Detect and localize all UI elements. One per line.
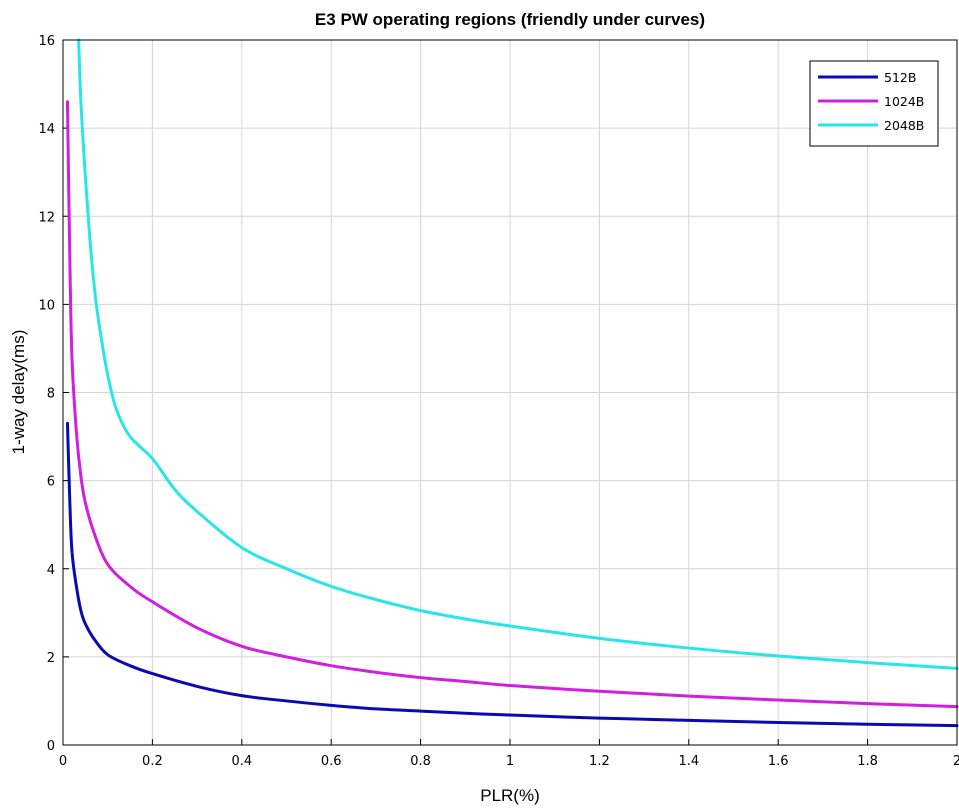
y-tick-label: 12 <box>38 210 55 225</box>
series-lines <box>65 38 959 728</box>
chart-title: E3 PW operating regions (friendly under … <box>315 10 705 29</box>
series-line-2048B <box>77 38 959 670</box>
y-tick-label: 8 <box>47 387 55 402</box>
series-line-512B <box>65 421 959 728</box>
y-tick-label: 2 <box>47 651 55 666</box>
plot-frame <box>62 39 958 746</box>
y-tick-label: 16 <box>38 34 55 49</box>
legend-label-2048B: 2048B <box>884 118 924 133</box>
legend-label-1024B: 1024B <box>884 94 924 109</box>
x-tick-label: 0.4 <box>231 754 252 769</box>
x-axis-label: PLR(%) <box>480 786 540 805</box>
y-axis-label: 1-way delay(ms) <box>9 330 28 455</box>
series-line-1024B <box>65 100 959 709</box>
y-tick-label: 0 <box>47 739 55 754</box>
x-tick-label: 1.6 <box>768 754 789 769</box>
y-tick-label: 6 <box>47 475 55 490</box>
legend: 512B 1024B 2048B <box>809 60 939 147</box>
y-tick-labels: 0 2 4 6 8 10 12 14 16 <box>38 34 55 754</box>
x-tick-label: 1.2 <box>589 754 610 769</box>
x-tick-labels: 0 0.2 0.4 0.6 0.8 1 1.2 1.4 1.6 1.8 2 <box>59 754 959 769</box>
x-tick-label: 2 <box>953 754 959 769</box>
x-tick-label: 1 <box>506 754 514 769</box>
x-tick-label: 1.4 <box>678 754 699 769</box>
x-tick-label: 1.8 <box>857 754 878 769</box>
y-tick-label: 4 <box>47 563 55 578</box>
y-tick-label: 10 <box>38 298 55 313</box>
legend-box <box>809 60 939 147</box>
x-tick-label: 0 <box>59 754 67 769</box>
x-tick-label: 0.6 <box>321 754 342 769</box>
legend-label-512B: 512B <box>884 70 916 85</box>
x-tick-label: 0.8 <box>410 754 431 769</box>
x-tick-label: 0.2 <box>142 754 163 769</box>
y-tick-label: 14 <box>38 122 55 137</box>
